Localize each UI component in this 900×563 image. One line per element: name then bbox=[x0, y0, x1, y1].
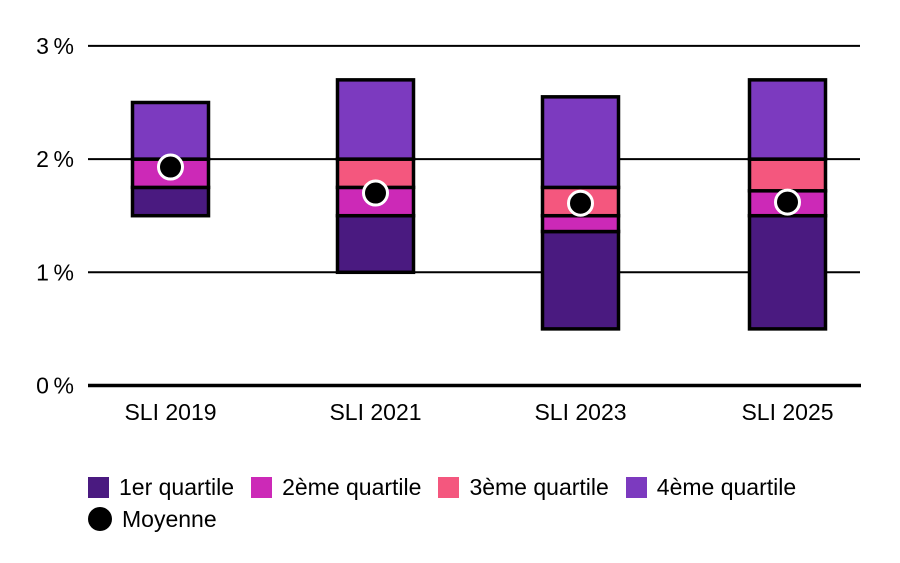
sli-2023-segment-q2 bbox=[540, 213, 621, 234]
sli-2021-mean-dot bbox=[362, 179, 389, 207]
sli-2019-segment-q4 bbox=[130, 100, 211, 161]
legend-item-q1: 1er quartile bbox=[88, 476, 234, 499]
legend-label-moyenne: Moyenne bbox=[122, 505, 217, 532]
x-tick-label-sli-2025: SLI 2025 bbox=[741, 399, 833, 425]
sli-2023-segment-q1 bbox=[540, 229, 621, 331]
sli-2025-mean-dot bbox=[774, 188, 801, 216]
y-tick-label-1pct: 1 % bbox=[36, 259, 74, 285]
y-tick-label-3pct: 3 % bbox=[36, 33, 74, 59]
y-tick-label-0pct: 0 % bbox=[36, 373, 74, 399]
sli-2019-segment-q1 bbox=[130, 185, 211, 218]
legend-row-mean: Moyenne bbox=[88, 507, 796, 531]
legend-item-q4: 4ème quartile bbox=[625, 474, 797, 500]
sli-2023-segment-q4 bbox=[540, 95, 621, 190]
legend-label-q4: 4ème quartile bbox=[656, 474, 797, 500]
legend-item-moyenne: Moyenne bbox=[88, 507, 217, 531]
legend-swatch-q3 bbox=[438, 477, 460, 498]
sli-2023-mean-dot bbox=[567, 189, 594, 217]
legend: 1er quartile 2ème quartile 3ème quartile… bbox=[88, 476, 796, 531]
legend-swatch-q1 bbox=[88, 477, 109, 498]
legend-label-q2: 2ème quartile bbox=[282, 474, 422, 500]
sli-2025-segment-q4 bbox=[747, 78, 828, 161]
quartile-chart-svg: 0 % 1 % 2 % 3 % SLI 2019 SLI 2021 SLI 2023 SLI … bbox=[36, 33, 861, 425]
legend-swatch-q4 bbox=[625, 477, 647, 498]
sli-2019-mean-dot bbox=[157, 153, 184, 181]
legend-swatch-q2 bbox=[251, 477, 273, 498]
x-tick-label-sli-2019: SLI 2019 bbox=[124, 399, 216, 425]
legend-item-q3: 3ème quartile bbox=[438, 474, 609, 500]
sli-2021-segment-q1 bbox=[335, 213, 416, 275]
x-tick-label-sli-2021: SLI 2021 bbox=[329, 399, 421, 425]
legend-label-q3: 3ème quartile bbox=[469, 474, 609, 500]
legend-row-quartiles: 1er quartile 2ème quartile 3ème quartile… bbox=[88, 476, 796, 499]
sli-2025-segment-q1 bbox=[747, 213, 828, 331]
x-tick-label-sli-2023: SLI 2023 bbox=[534, 399, 626, 425]
y-tick-label-2pct: 2 % bbox=[36, 146, 74, 172]
legend-swatch-moyenne bbox=[88, 507, 112, 531]
sli-2021-segment-q4 bbox=[335, 78, 416, 161]
sli-2025-segment-q3 bbox=[747, 157, 828, 193]
legend-label-q1: 1er quartile bbox=[119, 474, 235, 500]
legend-item-q2: 2ème quartile bbox=[251, 476, 421, 499]
